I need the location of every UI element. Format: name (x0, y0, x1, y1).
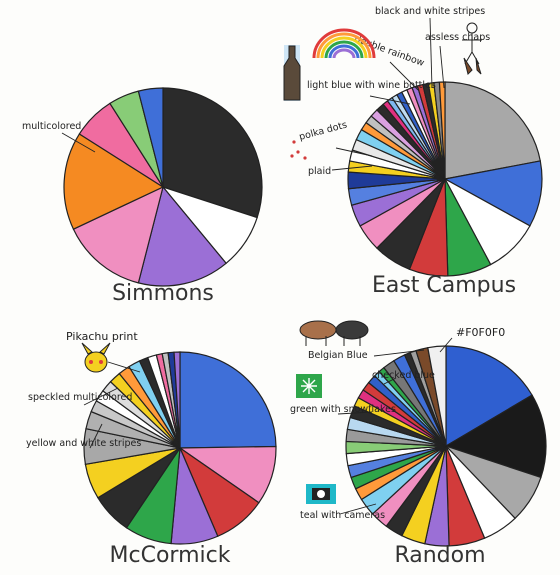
annotation-teal-cameras: teal with cameras (300, 510, 385, 521)
leader-line (83, 387, 119, 406)
leader-line (61, 132, 96, 153)
annotation-polka-dots: polka dots (298, 120, 348, 143)
annotation-light-blue-wine-bottles: light blue with wine bottles (307, 80, 436, 91)
pie-east-campus (347, 81, 543, 277)
pie-slice (443, 160, 543, 227)
rainbow-icon (312, 28, 376, 59)
pie-slice (445, 345, 533, 448)
leader-line (89, 423, 103, 449)
pikachu-icon (81, 342, 111, 373)
pie-slice (63, 133, 165, 230)
annotation-f0f0f0: #F0F0F0 (456, 326, 505, 339)
cow-icon (299, 320, 369, 346)
polka-dot-icon (290, 140, 307, 160)
wine-bottle-icon (283, 45, 301, 101)
leader-line (439, 337, 453, 353)
pie-slice (173, 351, 181, 449)
camera-icon (306, 484, 336, 504)
annotation-plaid: plaid (308, 166, 331, 177)
leader-line (429, 17, 433, 89)
leader-line (373, 349, 425, 357)
pie-slice (444, 81, 542, 180)
leader-line (383, 377, 397, 385)
annotation-speckled-multicolored: speckled multicolored (28, 392, 132, 403)
annotation-pikachu-print: Pikachu print (66, 330, 138, 343)
chart-title-east-campus: East Campus (372, 273, 516, 298)
chart-title-simmons: Simmons (112, 281, 214, 306)
chart-title-random: Random (394, 543, 485, 568)
pie-slice (162, 87, 263, 219)
pie-slice (438, 81, 446, 180)
annotation-black-white-stripes: black and white stripes (375, 6, 485, 17)
leader-line (107, 361, 141, 373)
leader-line (389, 61, 419, 91)
annotation-multicolored: multicolored (22, 121, 81, 132)
pie-random (345, 345, 547, 547)
leader-line (439, 45, 445, 89)
leader-line (339, 503, 377, 515)
leader-line (335, 147, 373, 157)
annotation-green-snowflakes: green with snowflakes (290, 404, 396, 415)
pie-simmons (63, 87, 263, 287)
pie-slice (444, 394, 547, 479)
pie-slice (137, 87, 164, 188)
snowflake-icon (296, 374, 322, 398)
leader-line (331, 165, 373, 171)
pie-slice (179, 351, 277, 449)
pie-slice (72, 185, 164, 284)
pie-slice (137, 185, 227, 287)
pie-mccormick (83, 351, 277, 545)
leader-line (337, 411, 373, 415)
annotation-assless-chaps: assless chaps (425, 32, 490, 43)
annotation-belgian-blue: Belgian Blue (308, 350, 368, 361)
leader-line (369, 95, 411, 105)
chart-title-mccormick: McCormick (110, 543, 231, 568)
pie-slice (427, 345, 447, 447)
annotation-checked-blue: checked blue (372, 370, 435, 381)
annotation-yellow-white-stripes: yellow and white stripes (26, 438, 141, 449)
stick-figure-icon (462, 22, 482, 75)
